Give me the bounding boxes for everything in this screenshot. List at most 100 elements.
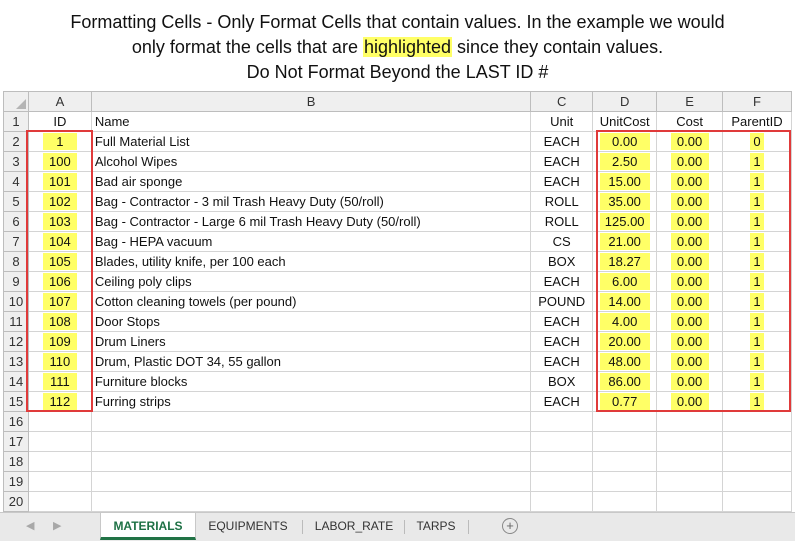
cell-parentid[interactable]: 1	[722, 211, 792, 232]
cell-unit[interactable]: ROLL	[530, 211, 594, 232]
cell-name[interactable]: Furniture blocks	[90, 371, 532, 392]
cell-id[interactable]: 107	[27, 291, 92, 312]
cell-name[interactable]: Ceiling poly clips	[90, 271, 532, 292]
empty-cell[interactable]	[530, 471, 594, 492]
cell-unit[interactable]: ROLL	[530, 191, 594, 212]
tab-equipments[interactable]: EQUIPMENTS	[208, 519, 288, 533]
row-header[interactable]: 20	[3, 491, 29, 512]
cell-unitcost[interactable]: 2.50	[592, 151, 658, 172]
cell-name[interactable]: Full Material List	[90, 131, 532, 152]
cell-parentid[interactable]: 1	[722, 151, 792, 172]
tab-materials[interactable]: MATERIALS	[100, 513, 196, 540]
empty-cell[interactable]	[90, 411, 532, 432]
cell-parentid[interactable]: 1	[722, 251, 792, 272]
cell-id[interactable]: 111	[27, 371, 92, 392]
cell-name[interactable]: Furring strips	[90, 391, 532, 412]
cell-name[interactable]: Bad air sponge	[90, 171, 532, 192]
empty-cell[interactable]	[90, 451, 532, 472]
cell-parentid[interactable]: 0	[722, 131, 792, 152]
empty-cell[interactable]	[656, 471, 724, 492]
cell-cost[interactable]: 0.00	[656, 371, 724, 392]
row-header[interactable]: 3	[3, 151, 29, 172]
cell-id[interactable]: 103	[27, 211, 92, 232]
cell-unitcost[interactable]: 86.00	[592, 371, 658, 392]
cell-name[interactable]: Door Stops	[90, 311, 532, 332]
cell-unitcost[interactable]: 0.77	[592, 391, 658, 412]
row-header[interactable]: 17	[3, 431, 29, 452]
column-header-b[interactable]: B	[90, 91, 532, 112]
empty-cell[interactable]	[656, 451, 724, 472]
cell-id[interactable]: 106	[27, 271, 92, 292]
cell-unit[interactable]: CS	[530, 231, 594, 252]
row-header[interactable]: 2	[3, 131, 29, 152]
cell-name[interactable]: Bag - Contractor - 3 mil Trash Heavy Dut…	[90, 191, 532, 212]
cell-cost[interactable]: 0.00	[656, 211, 724, 232]
cell-cost[interactable]: 0.00	[656, 271, 724, 292]
empty-cell[interactable]	[90, 471, 532, 492]
empty-cell[interactable]	[530, 431, 594, 452]
empty-cell[interactable]	[530, 411, 594, 432]
empty-cell[interactable]	[592, 431, 658, 452]
row-header[interactable]: 8	[3, 251, 29, 272]
cell-unit[interactable]: EACH	[530, 311, 594, 332]
cell-unitcost[interactable]: 4.00	[592, 311, 658, 332]
column-header-e[interactable]: E	[656, 91, 724, 112]
cell-parentid[interactable]: 1	[722, 351, 792, 372]
empty-cell[interactable]	[27, 471, 92, 492]
cell-unit[interactable]: POUND	[530, 291, 594, 312]
empty-cell[interactable]	[530, 451, 594, 472]
cell-id[interactable]: 101	[27, 171, 92, 192]
cell-cost[interactable]: 0.00	[656, 191, 724, 212]
cell-id[interactable]: 102	[27, 191, 92, 212]
empty-cell[interactable]	[656, 431, 724, 452]
cell-parentid[interactable]: 1	[722, 371, 792, 392]
row-header[interactable]: 9	[3, 271, 29, 292]
empty-cell[interactable]	[656, 491, 724, 512]
cell-unitcost[interactable]: 35.00	[592, 191, 658, 212]
cell-parentid[interactable]: 1	[722, 231, 792, 252]
column-header-d[interactable]: D	[592, 91, 658, 112]
empty-cell[interactable]	[592, 471, 658, 492]
header-cell-id[interactable]: ID	[27, 111, 92, 132]
row-header[interactable]: 6	[3, 211, 29, 232]
row-header[interactable]: 15	[3, 391, 29, 412]
empty-cell[interactable]	[656, 411, 724, 432]
cell-unitcost[interactable]: 20.00	[592, 331, 658, 352]
cell-id[interactable]: 112	[27, 391, 92, 412]
cell-unitcost[interactable]: 14.00	[592, 291, 658, 312]
cell-id[interactable]: 104	[27, 231, 92, 252]
empty-cell[interactable]	[27, 431, 92, 452]
cell-unitcost[interactable]: 0.00	[592, 131, 658, 152]
empty-cell[interactable]	[592, 491, 658, 512]
cell-parentid[interactable]: 1	[722, 191, 792, 212]
cell-unit[interactable]: EACH	[530, 391, 594, 412]
header-cell-cost[interactable]: Cost	[656, 111, 724, 132]
cell-id[interactable]: 105	[27, 251, 92, 272]
cell-unit[interactable]: EACH	[530, 131, 594, 152]
row-header[interactable]: 16	[3, 411, 29, 432]
empty-cell[interactable]	[722, 451, 792, 472]
cell-unitcost[interactable]: 21.00	[592, 231, 658, 252]
cell-unitcost[interactable]: 18.27	[592, 251, 658, 272]
cell-parentid[interactable]: 1	[722, 171, 792, 192]
cell-unit[interactable]: EACH	[530, 151, 594, 172]
cell-cost[interactable]: 0.00	[656, 311, 724, 332]
row-header[interactable]: 18	[3, 451, 29, 472]
header-cell-name[interactable]: Name	[90, 111, 532, 132]
row-header[interactable]: 10	[3, 291, 29, 312]
next-sheet-icon[interactable]: ▶	[53, 520, 62, 532]
cell-cost[interactable]: 0.00	[656, 331, 724, 352]
prev-sheet-icon[interactable]: ◀	[26, 520, 35, 532]
cell-name[interactable]: Cotton cleaning towels (per pound)	[90, 291, 532, 312]
tab-labor-rate[interactable]: LABOR_RATE	[314, 519, 394, 533]
row-header[interactable]: 13	[3, 351, 29, 372]
row-header[interactable]: 4	[3, 171, 29, 192]
cell-unit[interactable]: EACH	[530, 271, 594, 292]
row-header[interactable]: 1	[3, 111, 29, 132]
row-header[interactable]: 11	[3, 311, 29, 332]
header-cell-unitcost[interactable]: UnitCost	[592, 111, 658, 132]
cell-name[interactable]: Drum Liners	[90, 331, 532, 352]
select-all-corner[interactable]	[3, 91, 29, 112]
cell-cost[interactable]: 0.00	[656, 251, 724, 272]
cell-unit[interactable]: BOX	[530, 251, 594, 272]
